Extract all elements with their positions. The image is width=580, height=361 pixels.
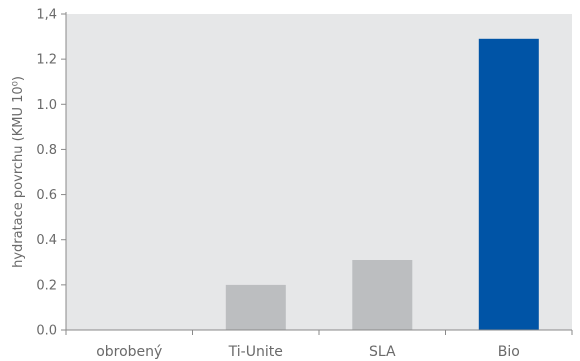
x-tick-label: Ti-Unite	[228, 344, 283, 360]
bar-sla	[352, 260, 413, 330]
y-tick-label: 0.4	[36, 233, 57, 248]
x-tick-label: Bio	[498, 344, 520, 360]
y-tick-label: 0.8	[36, 143, 57, 158]
y-tick-label: 0.6	[36, 188, 57, 203]
y-tick-label: 0.0	[36, 324, 57, 339]
y-tick-label: 0.2	[36, 278, 57, 293]
y-tick-labels: 0.0 0.2 0.4 0.6 0.8 1.0 1.2 1,4	[36, 8, 57, 339]
y-axis-label: hydratace povrchu (KMU 10⁰)	[11, 76, 26, 268]
axes-group	[61, 12, 573, 335]
x-tick-labels: obrobený Ti-Unite SLA Bio	[96, 344, 520, 360]
bar-ti-unite	[225, 284, 286, 330]
x-tick-label: obrobený	[96, 344, 162, 360]
x-tick-label: SLA	[369, 344, 396, 360]
y-tick-label: 1.0	[36, 98, 57, 113]
y-tick-label: 1.2	[36, 53, 57, 68]
y-tick-label: 1,4	[36, 8, 57, 23]
bar-bio	[478, 38, 539, 331]
bars-group	[225, 38, 539, 331]
